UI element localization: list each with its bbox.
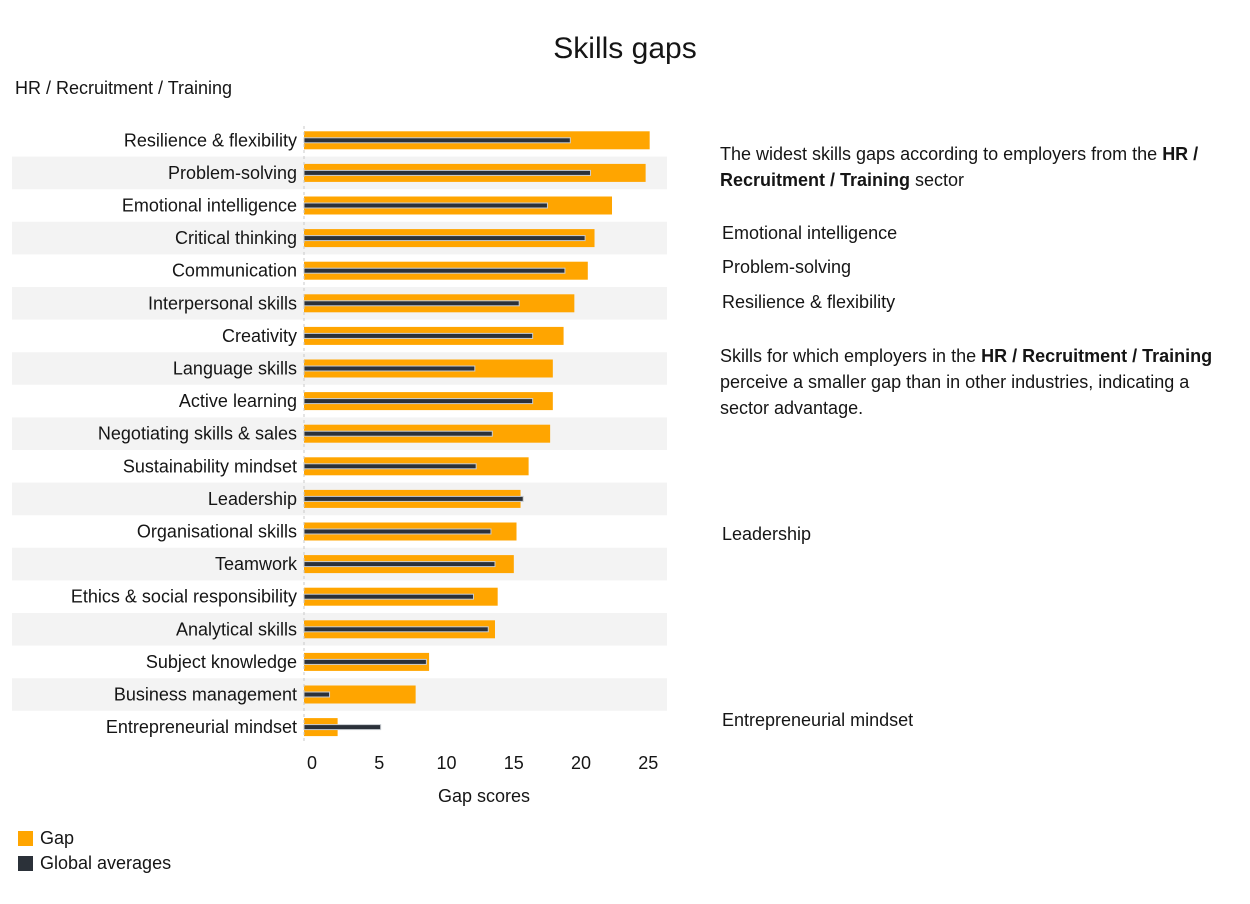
category-label: Negotiating skills & sales [98,424,297,444]
category-label: Problem-solving [168,163,297,183]
global-average-bar [303,267,566,274]
category-label: Ethics & social responsibility [71,587,297,607]
widest-gaps-intro: The widest skills gaps according to empl… [720,141,1235,193]
global-average-bar [303,137,571,144]
global-average-bar [303,724,382,731]
global-average-bar [303,332,534,339]
x-axis-title: Gap scores [438,786,530,806]
legend-item-global[interactable]: Global averages [18,851,171,876]
global-average-bar [303,528,492,535]
category-label: Interpersonal skills [148,293,297,313]
advantage-intro-suffix: perceive a smaller gap than in other ind… [720,372,1190,418]
category-label: Communication [172,261,297,281]
category-label: Resilience & flexibility [124,130,297,150]
category-label: Entrepreneurial mindset [106,717,297,737]
global-average-bar [303,593,474,600]
category-label: Language skills [173,359,297,379]
advantage-skill-item: Leadership [722,524,812,544]
legend-label-global: Global averages [40,853,172,873]
global-average-bar [303,561,496,568]
legend-swatch-global [18,856,33,871]
global-average-bar [303,691,331,698]
category-label: Business management [114,685,297,705]
x-tick-label: 10 [436,753,456,773]
category-label: Emotional intelligence [122,196,297,216]
global-average-bar [303,300,520,307]
legend-label-gap: Gap [40,828,75,848]
category-label: Leadership [208,489,297,509]
chart-legend: Gap Global averages [18,826,171,876]
skills-gap-chart: Resilience & flexibility Problem-solving E… [12,126,667,806]
advantage-skill-item: Entrepreneurial mindset [722,710,914,730]
gap-bar [304,685,416,704]
global-average-bar [303,495,524,502]
category-label: Organisational skills [137,522,297,542]
chart-title: Skills gaps [553,32,697,65]
global-average-bar [303,658,427,665]
x-tick-label: 25 [638,753,658,773]
global-average-bar [303,398,534,405]
advantage-intro: Skills for which employers in the HR / R… [720,343,1235,421]
global-average-bar [303,169,591,176]
x-tick-label: 5 [374,753,384,773]
advantage-intro-text: Skills for which employers in the [720,346,982,366]
global-average-bar [303,626,489,633]
global-average-bar [303,202,548,209]
widest-skill-item: Resilience & flexibility [722,292,896,312]
category-label: Active learning [179,391,297,411]
advantage-intro-sector: HR / Recruitment / Training [981,346,1213,366]
widest-skill-item: Emotional intelligence [722,223,898,243]
widest-intro-text: The widest skills gaps according to empl… [720,144,1163,164]
legend-swatch-gap [18,831,33,846]
category-label: Analytical skills [176,619,297,639]
widest-intro-sector: HR / Recruitment / Training [720,144,1199,190]
global-average-bar [303,365,476,372]
x-tick-label: 20 [571,753,591,773]
widest-intro-suffix: sector [910,170,965,190]
x-tick-label: 0 [307,753,317,773]
category-label: Sustainability mindset [123,456,297,476]
category-label: Critical thinking [175,228,297,248]
chart-subtitle: HR / Recruitment / Training [15,78,233,98]
legend-item-gap[interactable]: Gap [18,826,171,851]
x-tick-label: 15 [504,753,524,773]
category-label: Subject knowledge [146,652,297,672]
widest-skill-item: Problem-solving [722,257,852,277]
category-label: Creativity [222,326,297,346]
category-label: Teamwork [215,554,298,574]
global-average-bar [303,235,586,242]
global-average-bar [303,463,477,470]
global-average-bar [303,430,493,437]
